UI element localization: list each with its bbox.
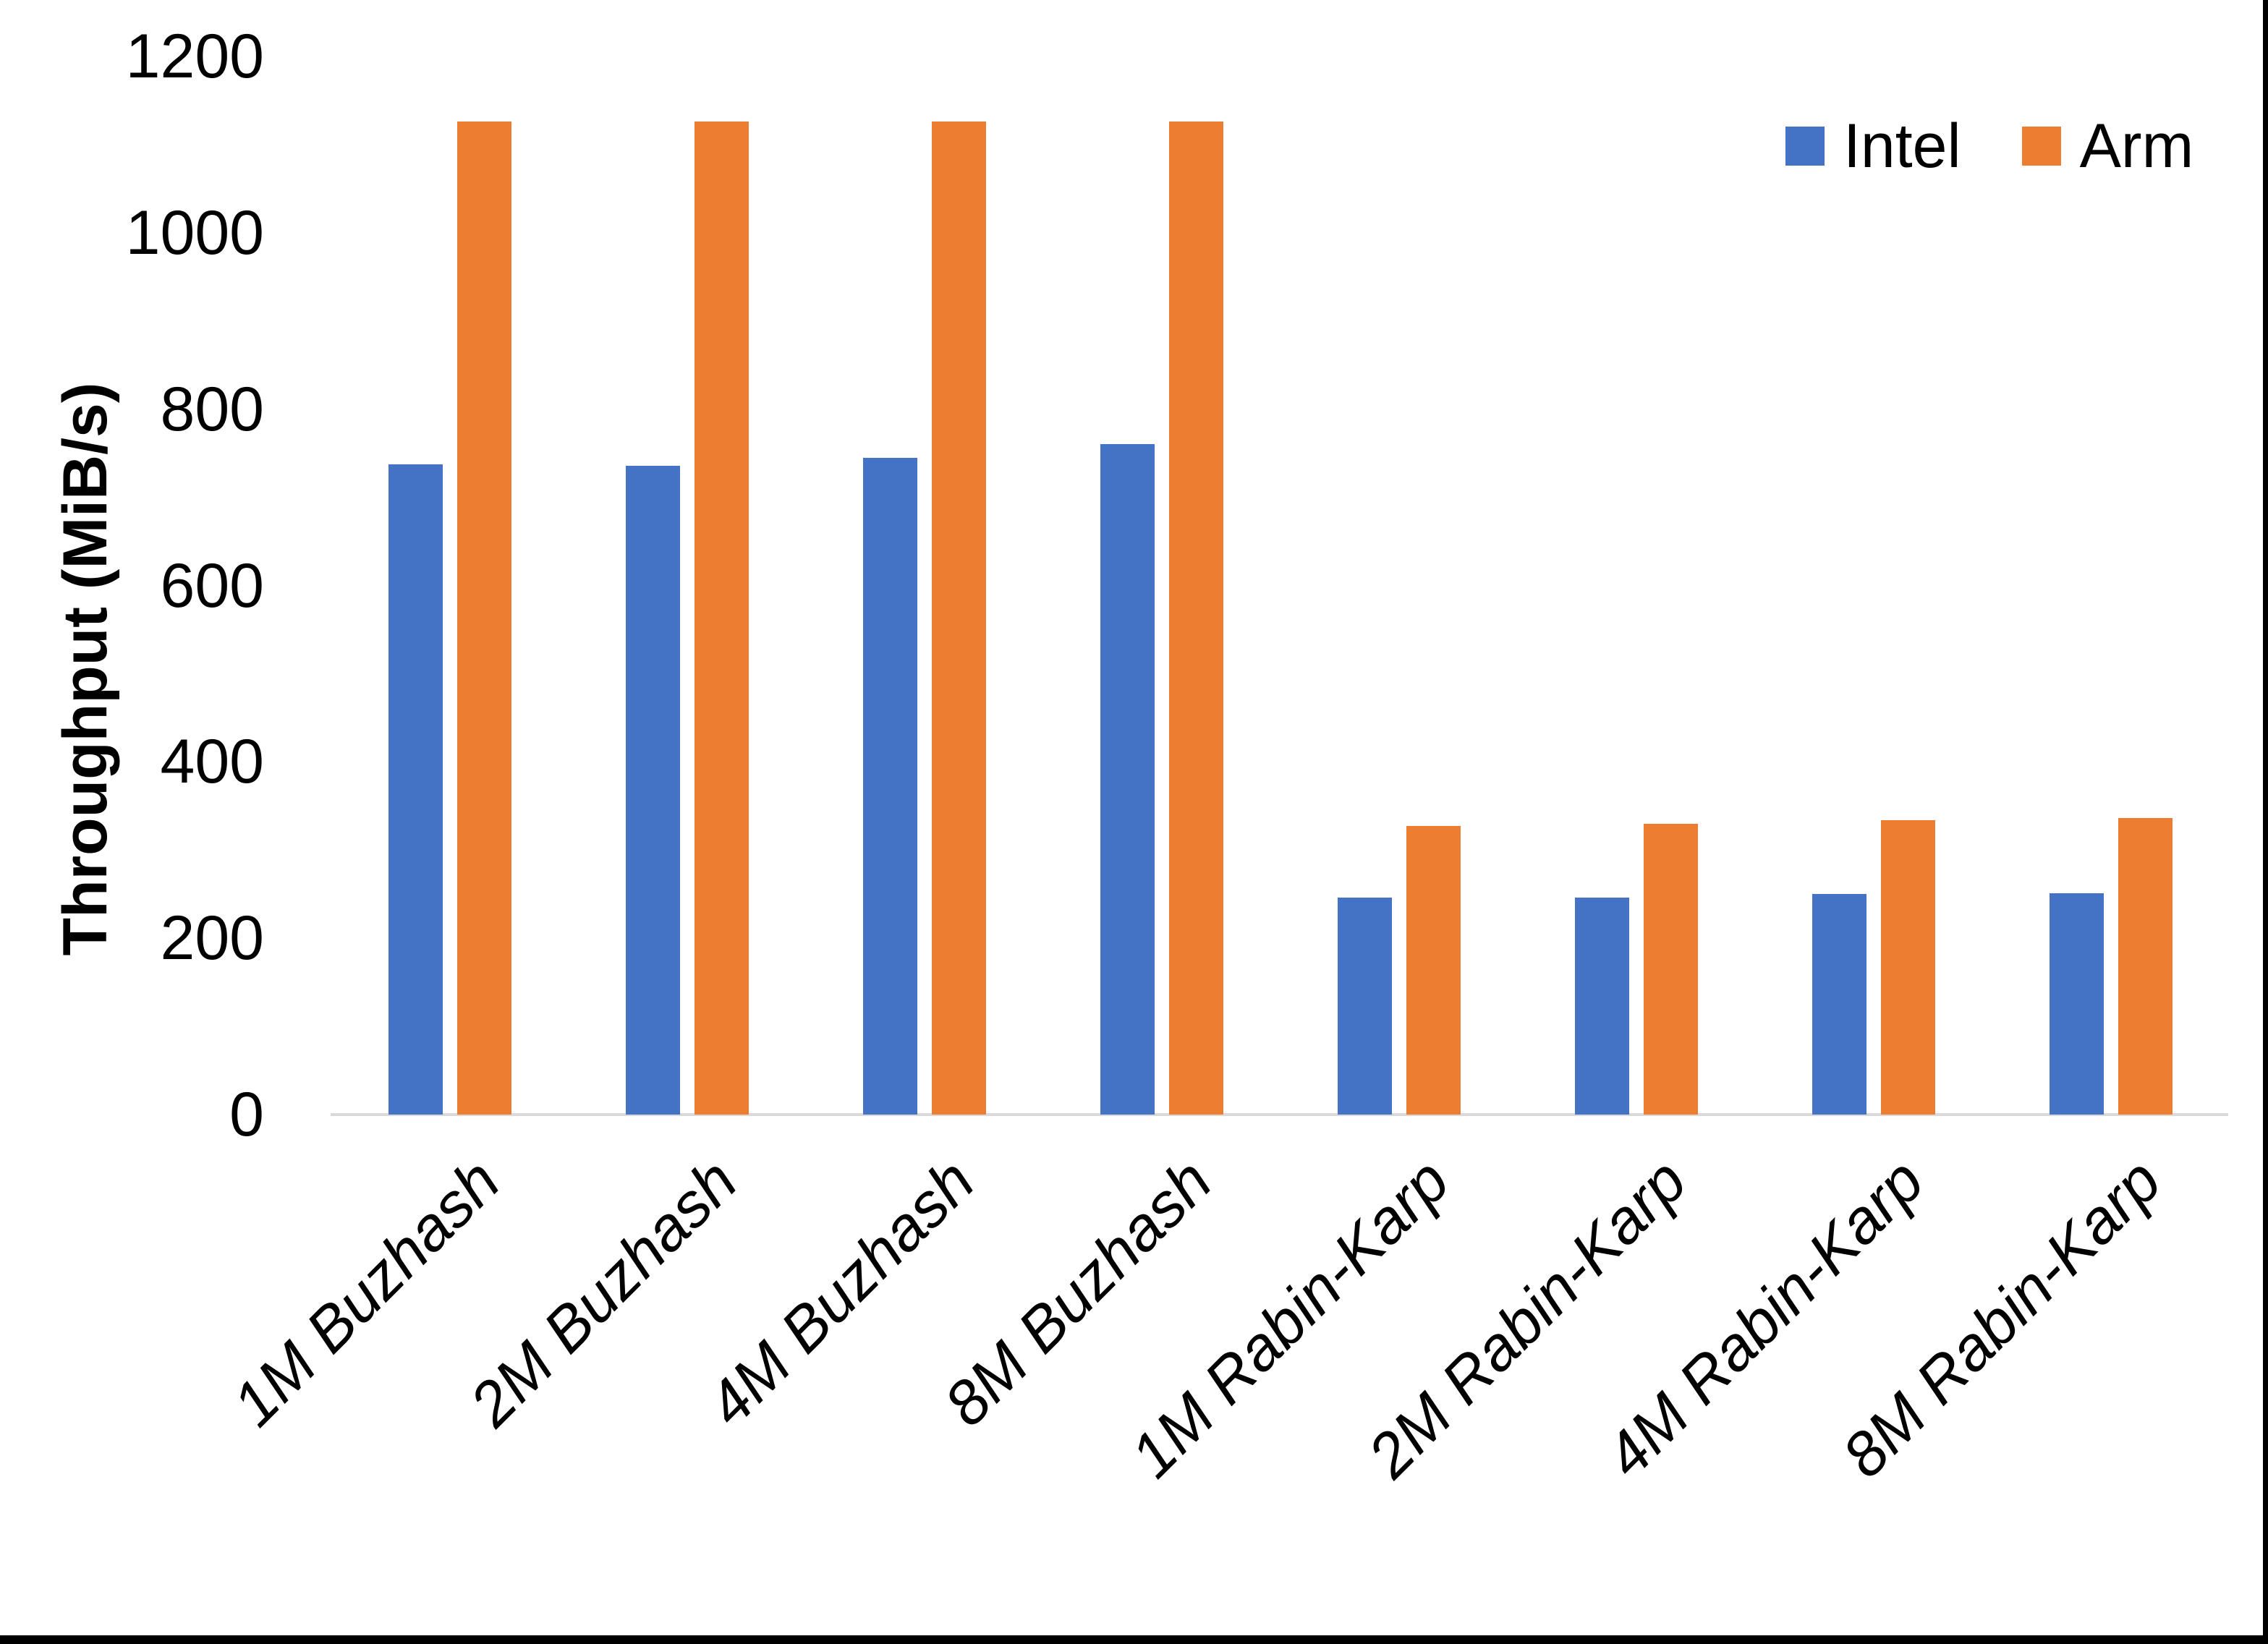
frame-bottom-edge: [0, 1635, 2268, 1644]
legend-label-arm: Arm: [2079, 111, 2194, 181]
bar-arm-4m-rabin-karp: [1881, 820, 1935, 1115]
bar-arm-2m-rabin-karp: [1644, 824, 1698, 1115]
x-axis-line: [331, 1113, 2228, 1116]
bar-intel-1m-buzhash: [388, 464, 443, 1115]
bar-arm-1m-buzhash: [457, 122, 511, 1115]
bar-intel-2m-buzhash: [626, 466, 680, 1115]
y-tick-label-1000: 1000: [125, 197, 264, 268]
y-tick-label-200: 200: [160, 903, 265, 974]
legend: Intel Arm: [1785, 108, 2193, 184]
bar-arm-2m-buzhash: [695, 122, 749, 1115]
y-tick-label-800: 800: [160, 374, 265, 444]
y-tick-label-1200: 1200: [125, 22, 264, 91]
bar-intel-8m-buzhash: [1100, 444, 1155, 1115]
y-tick-label-0: 0: [229, 1080, 264, 1149]
bar-arm-1m-rabin-karp: [1406, 826, 1461, 1115]
bar-arm-4m-buzhash: [932, 122, 986, 1115]
legend-label-intel: Intel: [1843, 111, 1961, 181]
bar-arm-8m-rabin-karp: [2118, 818, 2173, 1115]
bar-arm-8m-buzhash: [1169, 122, 1223, 1115]
bar-intel-2m-rabin-karp: [1575, 898, 1629, 1115]
bar-intel-1m-rabin-karp: [1338, 898, 1392, 1115]
legend-item-intel: Intel: [1785, 108, 1961, 184]
bar-intel-8m-rabin-karp: [2050, 893, 2104, 1115]
y-tick-label-400: 400: [160, 727, 265, 797]
legend-swatch-arm: [2021, 127, 2061, 166]
bar-intel-4m-rabin-karp: [1812, 894, 1866, 1115]
y-tick-label-600: 600: [160, 550, 265, 621]
bar-intel-4m-buzhash: [863, 458, 917, 1115]
legend-item-arm: Arm: [2021, 108, 2194, 184]
y-axis-title: Throughput (MiB/s): [51, 382, 120, 956]
legend-swatch-intel: [1785, 127, 1825, 166]
plot-area: [331, 56, 2228, 1115]
frame-right-edge: [2263, 0, 2268, 1644]
